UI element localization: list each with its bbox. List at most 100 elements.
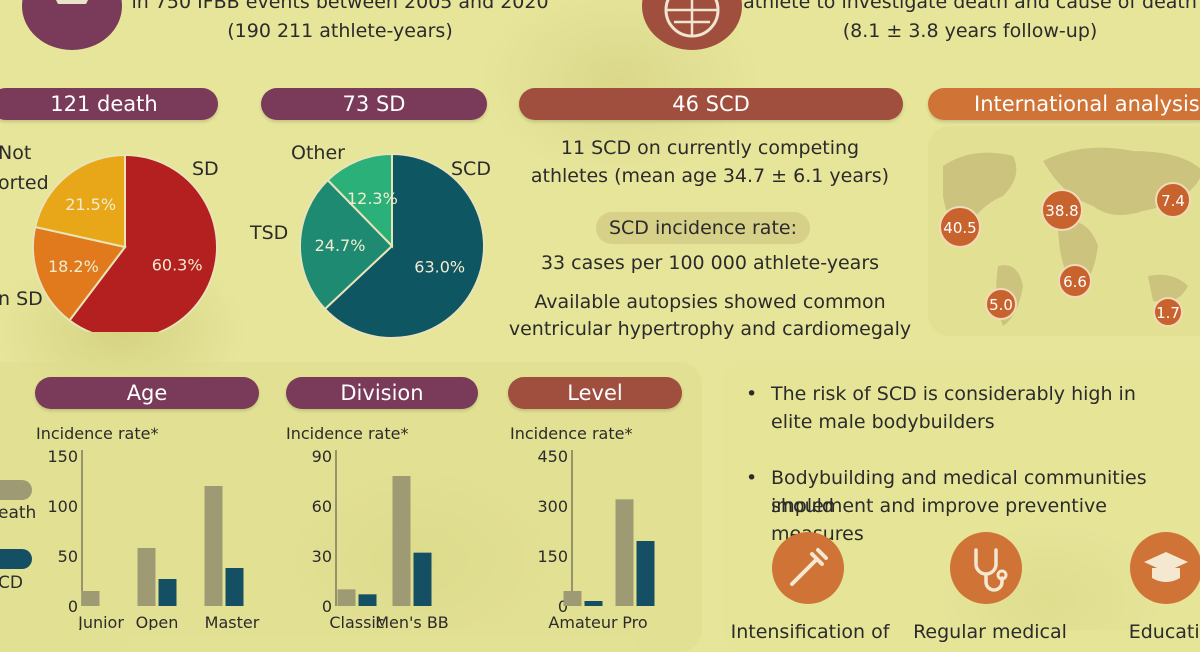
y-tick-label: 0	[558, 597, 568, 616]
bar-scd-pro	[636, 541, 655, 606]
autopsy-line2: ventricular hypertrophy and cardiomegaly	[508, 318, 912, 340]
pie-label-tsd: 24.7%	[315, 236, 366, 255]
syringe-icon	[772, 532, 844, 604]
bar-scd-amateur	[584, 601, 603, 606]
stethoscope-icon	[950, 532, 1022, 604]
map-bubble	[1058, 264, 1092, 298]
legend-swatch-scd	[0, 549, 32, 569]
legend-label-scd: CD	[0, 573, 23, 593]
incidence-rate-title: SCD incidence rate:	[608, 217, 797, 239]
pie1-label-non-sd: n SD	[0, 288, 43, 310]
age-incidence-label: Incidence rate*	[36, 424, 159, 443]
athlete-icon	[22, 0, 122, 50]
measure-label-2: Regular medical	[913, 621, 1067, 643]
world-map: 40.5 38.8 7.4 6.6 5.0 1.7	[939, 147, 1200, 327]
division-incidence-label: Incidence rate*	[286, 424, 409, 443]
pie1-label-sd: SD	[192, 158, 219, 180]
bar-scd-mensbb	[413, 552, 432, 606]
pie-slice-not-reported	[34, 153, 126, 249]
bar-death-master	[204, 486, 223, 606]
education-icon	[1130, 532, 1200, 604]
death-count-pill: 121 death	[0, 88, 218, 120]
pie-label-not-reported: 21.5%	[65, 195, 116, 214]
bar-death-pro	[615, 499, 634, 606]
x-tick-label: Men's BB	[375, 613, 449, 630]
map-bubble-value: 38.8	[1045, 202, 1078, 220]
bullet-1-line2: elite male bodybuilders	[771, 411, 995, 433]
map-bubble-value: 6.6	[1063, 273, 1087, 291]
legend-swatch-death	[0, 480, 32, 500]
pie1-label-not-reported-1: Not	[0, 142, 32, 164]
y-tick-label: 60	[312, 497, 332, 516]
bar-death-amateur	[563, 591, 582, 606]
pie1-label-not-reported-2: orted	[0, 172, 49, 194]
international-analysis-pill: International analysis	[928, 88, 1200, 120]
pie-label-other: 12.3%	[347, 189, 398, 208]
level-bar-chart: 0 150 300 450 Amateur Pro	[537, 447, 655, 630]
x-tick-label: Pro	[622, 613, 647, 630]
pie2-label-tsd: TSD	[250, 222, 289, 244]
bar-scd-master	[225, 568, 244, 606]
pie-label-sd: 60.3%	[152, 255, 203, 274]
investigate-text: athlete to investigate death and cause o…	[743, 0, 1197, 13]
y-tick-label: 0	[68, 597, 78, 616]
death-causes-pie: 60.3% 18.2% 21.5%	[32, 153, 218, 332]
y-tick-label: 30	[312, 547, 332, 566]
x-tick-label: Junior	[77, 613, 124, 630]
map-bubble	[1041, 189, 1083, 231]
pie-label-scd: 63.0%	[414, 258, 465, 277]
bar-death-mensbb	[392, 476, 411, 606]
scd-competing-line2: athletes (mean age 34.7 ± 6.1 years)	[530, 165, 890, 187]
scd-count-pill: 46 SCD	[519, 88, 903, 120]
incidence-rate-value: 33 cases per 100 000 athlete-years	[540, 252, 880, 274]
y-tick-label: 50	[58, 547, 78, 566]
pie-slice-scd	[323, 152, 485, 339]
autopsy-line1: Available autopsies showed common	[534, 291, 886, 313]
sd-causes-pie: 63.0% 24.7% 12.3%	[299, 152, 485, 339]
y-tick-label: 150	[537, 547, 568, 566]
map-bubble-value: 5.0	[989, 296, 1013, 314]
map-bubble	[985, 288, 1017, 320]
followup-text: (8.1 ± 3.8 years follow-up)	[842, 20, 1098, 42]
map-bubble	[939, 206, 981, 248]
bullet-2-dot: •	[746, 467, 758, 489]
map-bubble	[1155, 182, 1191, 218]
globe-icon	[642, 0, 742, 50]
pie-slice-tsd	[299, 178, 394, 311]
sd-count-pill: 73 SD	[261, 88, 487, 120]
map-bubble-value: 40.5	[943, 219, 976, 237]
pie2-label-scd: SCD	[451, 158, 491, 180]
y-tick-label: 100	[47, 497, 78, 516]
y-tick-label: 450	[537, 447, 568, 466]
bar-death-junior	[81, 591, 100, 606]
y-tick-label: 150	[47, 447, 78, 466]
bullet-1-line1: The risk of SCD is considerably high in	[771, 383, 1136, 405]
measure-label-1: Intensification of	[730, 621, 890, 643]
age-pill: Age	[35, 377, 259, 409]
conclusions-panel	[722, 362, 1200, 652]
level-incidence-label: Incidence rate*	[510, 424, 633, 443]
pie-slice-sd	[68, 153, 218, 332]
y-tick-label: 0	[322, 597, 332, 616]
bullet-2-line1: Bodybuilding and medical communities sho…	[771, 467, 1147, 517]
bullet-1-dot: •	[746, 383, 758, 405]
incidence-rate-badge	[596, 212, 810, 244]
scd-competing-line1: 11 SCD on currently competing	[560, 137, 860, 159]
age-bar-chart: 0 50 100 150 Junior Open Master	[47, 447, 260, 630]
pie-slice-non-sd	[32, 225, 127, 322]
x-tick-label: Open	[136, 613, 179, 630]
map-bubble	[1153, 297, 1183, 327]
athlete-years-text: (190 211 athlete-years)	[227, 20, 453, 42]
map-bubble-value: 1.7	[1156, 304, 1180, 322]
events-text: in 750 IFBB events between 2005 and 2020	[131, 0, 549, 13]
x-tick-label: Master	[205, 613, 260, 630]
map-bubble-value: 7.4	[1161, 192, 1185, 210]
level-pill: Level	[508, 377, 682, 409]
pie-slice-other	[326, 152, 393, 249]
bar-scd-classic	[358, 594, 377, 606]
division-pill: Division	[286, 377, 478, 409]
pie-label-non-sd: 18.2%	[48, 257, 99, 276]
y-tick-label: 90	[312, 447, 332, 466]
x-tick-label: Classic	[329, 613, 384, 630]
